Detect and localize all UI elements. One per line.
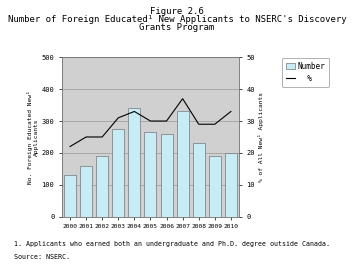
Bar	[209, 156, 221, 217]
Bar	[64, 175, 76, 217]
Bar	[80, 166, 92, 217]
Legend: Number,   %: Number, %	[282, 58, 329, 86]
Bar	[112, 129, 124, 217]
Text: Figure 2.6: Figure 2.6	[150, 7, 204, 16]
Bar	[193, 143, 205, 217]
Bar	[129, 108, 141, 217]
Text: 1. Applicants who earned both an undergraduate and Ph.D. degree outside Canada.: 1. Applicants who earned both an undergr…	[14, 241, 330, 247]
Bar	[177, 111, 189, 217]
Bar	[96, 156, 108, 217]
Y-axis label: No. Foreign Educated New¹
Applicants: No. Foreign Educated New¹ Applicants	[27, 90, 39, 184]
Y-axis label: % of All New¹ Applicants: % of All New¹ Applicants	[258, 92, 264, 182]
Bar	[225, 153, 237, 217]
Bar	[160, 134, 173, 217]
Bar	[144, 132, 156, 217]
Text: Grants Program: Grants Program	[139, 23, 215, 32]
Text: Number of Foreign Educated¹ New Applicants to NSERC's Discovery: Number of Foreign Educated¹ New Applican…	[8, 15, 346, 24]
Text: Source: NSERC.: Source: NSERC.	[14, 254, 70, 260]
